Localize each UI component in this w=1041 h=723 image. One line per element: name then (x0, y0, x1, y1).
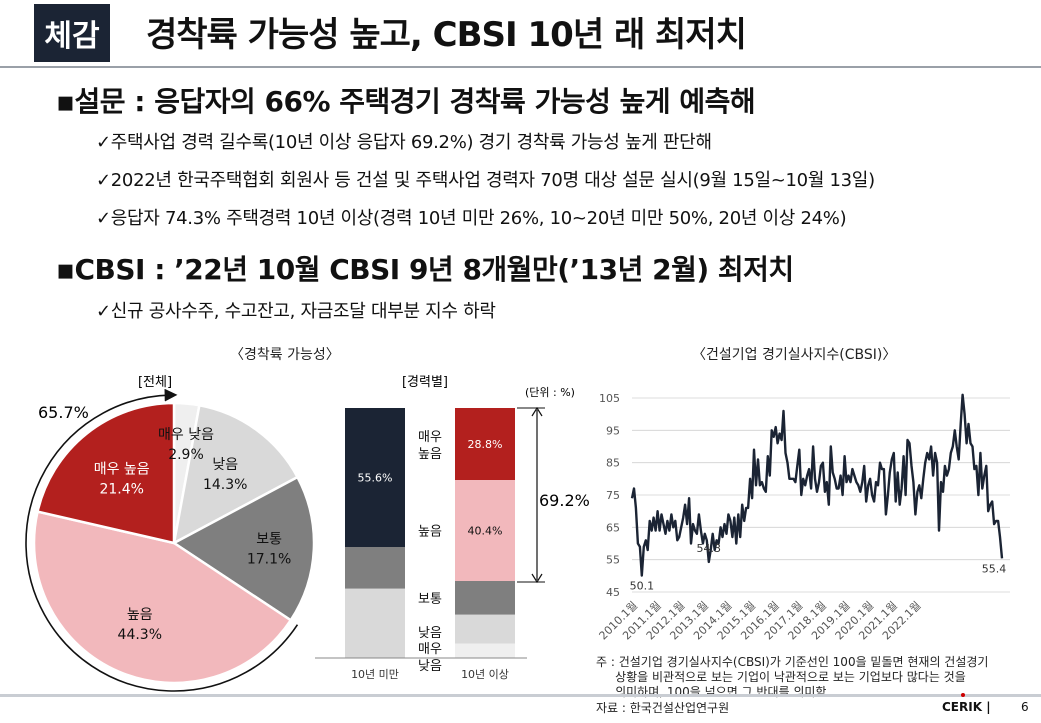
y-tick-label: 45 (606, 586, 620, 599)
page-title: 경착륙 가능성 높고, CBSI 10년 래 최저치 (146, 15, 747, 55)
bar-title: [경력별] (402, 375, 448, 390)
section1-heading: ▪설문 : 응답자의 66% 주택경기 경착륙 가능성 높게 예측해 (56, 85, 756, 118)
page-number: 6 (1021, 700, 1029, 714)
left-chart-caption: 〈경착륙 가능성〉 (230, 347, 340, 363)
pie-slice-value: 17.1% (247, 551, 291, 567)
bar-segment (345, 547, 405, 589)
bar-segment (455, 643, 515, 658)
section-tag: 체감 (34, 4, 110, 62)
bar-segment (455, 480, 515, 581)
y-tick-label: 75 (606, 489, 620, 502)
pie-slice-label: 낮음 (212, 457, 238, 473)
y-tick-label: 55 (606, 554, 620, 567)
bar-segment-name: 매우 (418, 642, 442, 657)
pie-slice-label: 매우 높음 (94, 461, 150, 477)
bar-segment-name: 높음 (418, 447, 442, 462)
pie-slice-value: 21.4% (99, 481, 143, 497)
chart-note: 주 : 건설기업 경기실사지수(CBSI)가 기준선인 100을 밑돌면 현재의… (596, 655, 989, 699)
section1-bullet-1: ✓주택사업 경력 길수록(10년 이상 응답자 69.2%) 경기 경착륙 가능… (96, 132, 712, 153)
bar-segment-name: 낮음 (418, 626, 442, 641)
bar-segment-name: 낮음 (418, 659, 442, 674)
bar-category-label: 10년 이상 (461, 668, 509, 681)
bar-segment (455, 614, 515, 644)
bar-segment-name: 보통 (418, 592, 442, 607)
y-tick-label: 105 (599, 392, 620, 405)
pie-chart: [전체] 65.7% 매우 낮음 2.9% 낮음 14.3% 보통 17.1% 높음 44.3… (25, 375, 316, 692)
pie-slice-value: 14.3% (203, 477, 247, 493)
pie-slice (32, 510, 293, 685)
bar-segment (455, 408, 515, 480)
chart-source: 자료 : 한국건설산업연구원 (596, 701, 730, 715)
line-annotation: 55.4 (982, 562, 1007, 575)
bar-value-label: 55.6% (358, 472, 393, 485)
bar-value-label: 40.4% (468, 525, 503, 538)
brand-dot-icon (961, 693, 965, 697)
bar-segment-name: 매우 (418, 430, 442, 445)
right-chart-caption: 〈건설기업 경기실사지수(CBSI)〉 (692, 347, 897, 363)
y-tick-label: 95 (606, 424, 620, 437)
bar-annotation: 69.2% (539, 491, 590, 510)
pie-slice-label: 높음 (127, 607, 153, 623)
pie-title: [전체] (138, 375, 172, 390)
footer-separator: | (986, 700, 991, 714)
pie-slice-value: 44.3% (118, 627, 162, 643)
bar-segment (455, 581, 515, 615)
bar-unit: (단위 : %) (525, 386, 575, 399)
footer-divider (0, 694, 1041, 697)
pie-slice (172, 403, 300, 546)
footer-brand: CERIK | (942, 693, 991, 714)
pie-slice (36, 401, 176, 545)
bar-value-label: 28.8% (468, 438, 503, 451)
section1-bullet-2: ✓2022년 한국주택협회 회원사 등 건설 및 주택사업 경력자 70명 대상… (96, 170, 875, 191)
bar-segment (345, 588, 405, 658)
pie-slice-value: 2.9% (168, 447, 204, 463)
pie-highlight-arc (25, 388, 299, 692)
title-divider (0, 66, 1041, 68)
y-tick-label: 65 (606, 521, 620, 534)
pie-slice-label: 매우 낮음 (158, 427, 214, 443)
y-tick-label: 85 (606, 457, 620, 470)
bar-category-label: 10년 미만 (351, 668, 399, 681)
cbsi-series-line (630, 393, 1004, 577)
section1-bullet-3: ✓응답자 74.3% 주택경력 10년 이상(경력 10년 미만 26%, 10… (96, 208, 847, 229)
section2-heading: ▪CBSI : ’22년 10월 CBSI 9년 8개월만(’13년 2월) 최… (56, 253, 794, 286)
bar-segment (345, 408, 405, 547)
line-annotation: 54.3 (697, 542, 722, 555)
pie-annotation: 65.7% (38, 403, 89, 422)
pie-slice (171, 475, 316, 622)
line-annotation: 50.1 (630, 580, 655, 593)
pie-slice-label: 보통 (256, 531, 282, 547)
bar-segment-name: 높음 (418, 525, 442, 540)
stacked-bar-chart: [경력별] (단위 : %) 55.6% 28.8% 40.4% 10년 미만 10년… (315, 375, 590, 681)
section2-bullet-1: ✓신규 공사수주, 수고잔고, 자금조달 대부분 지수 하락 (96, 301, 496, 322)
